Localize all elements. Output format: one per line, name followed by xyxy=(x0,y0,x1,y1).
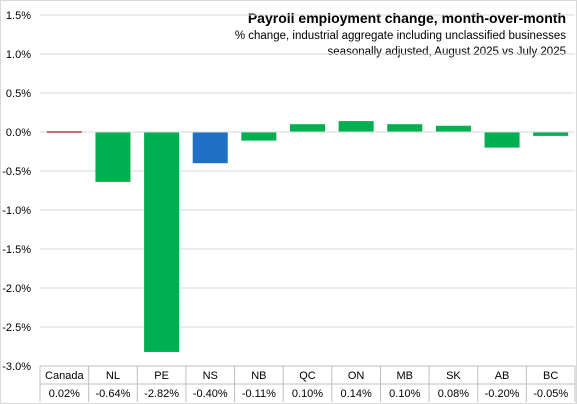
x-tick-label: MB xyxy=(397,370,414,382)
y-tick-label: -1.0% xyxy=(2,205,31,217)
data-label: -0.05% xyxy=(533,388,568,400)
y-tick-label: -0.5% xyxy=(2,166,31,178)
chart-subtitle-line-1: % change, industrial aggregate including… xyxy=(234,30,566,42)
x-tick-label: ON xyxy=(348,370,365,382)
y-tick-label: -3.0% xyxy=(2,361,31,373)
x-tick-label: NL xyxy=(106,370,120,382)
data-label: 0.14% xyxy=(341,388,372,400)
data-label: 0.02% xyxy=(49,388,80,400)
x-tick-label: NB xyxy=(251,370,266,382)
bar-mb xyxy=(387,124,423,132)
bar-pe xyxy=(144,132,180,352)
data-label: 0.10% xyxy=(389,388,420,400)
x-tick-label: AB xyxy=(495,370,510,382)
bar-nb xyxy=(241,132,277,141)
bar-sk xyxy=(435,125,471,132)
data-label: -0.20% xyxy=(485,388,520,400)
x-tick-label: Canada xyxy=(45,370,84,382)
x-tick-label: SK xyxy=(446,370,461,382)
chart-subtitle-line-2: seasonally adjusted, August 2025 vs July… xyxy=(327,46,566,58)
data-label: -0.40% xyxy=(193,388,228,400)
chart-title: Payroll employment change, month-over-mo… xyxy=(247,10,566,26)
y-tick-label: 0.0% xyxy=(6,127,31,139)
y-tick-label: 0.5% xyxy=(6,88,31,100)
bar-ns xyxy=(192,132,228,164)
data-label: -0.11% xyxy=(242,388,276,400)
bar-on xyxy=(338,121,374,132)
data-label: 0.08% xyxy=(438,388,469,400)
bar-ab xyxy=(484,132,520,148)
bar-nl xyxy=(95,132,131,182)
data-label: -2.82% xyxy=(144,388,179,400)
bar-bc xyxy=(533,132,569,136)
y-tick-label: 1.0% xyxy=(6,49,31,61)
data-label: -0.64% xyxy=(96,388,131,400)
bar-qc xyxy=(289,124,326,132)
x-tick-label: BC xyxy=(543,370,558,382)
y-tick-label: -1.5% xyxy=(2,244,31,256)
x-tick-label: NS xyxy=(203,370,218,382)
y-tick-label: 1.5% xyxy=(6,10,31,22)
y-tick-label: -2.0% xyxy=(2,283,31,295)
data-label: 0.10% xyxy=(292,388,323,400)
x-tick-label: QC xyxy=(299,370,316,382)
x-tick-label: PE xyxy=(154,370,169,382)
y-tick-label: -2.5% xyxy=(2,322,31,334)
